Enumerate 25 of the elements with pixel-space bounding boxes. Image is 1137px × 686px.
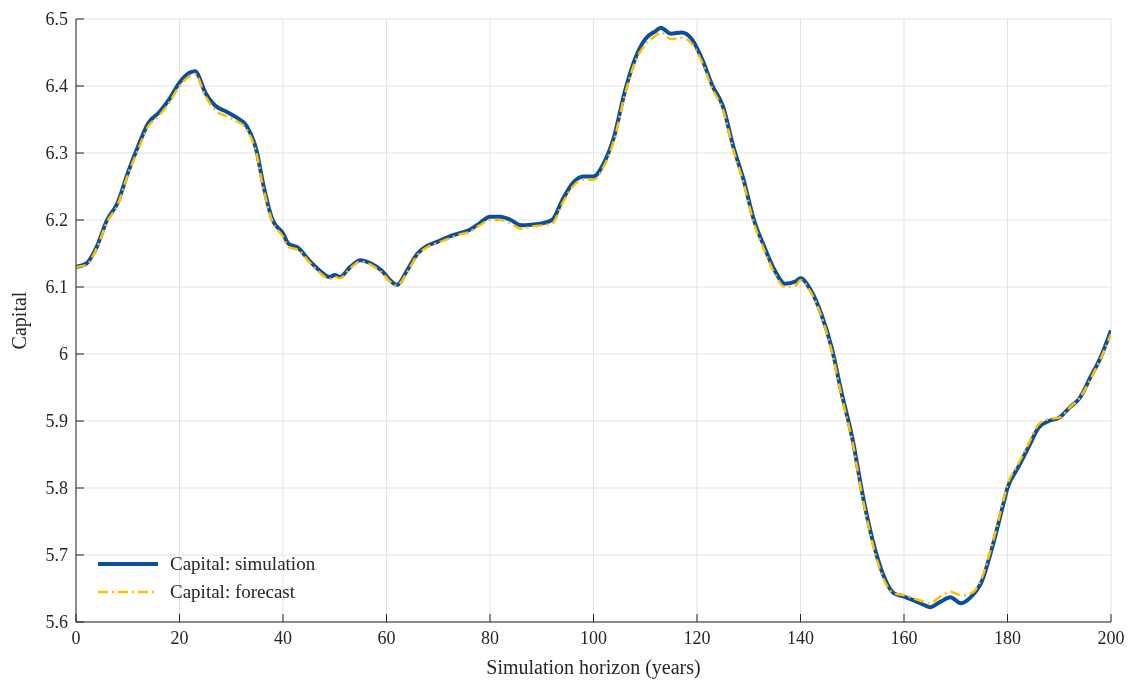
y-tick-label: 5.7 bbox=[45, 545, 68, 565]
x-tick-label: 60 bbox=[377, 628, 396, 648]
x-tick-label: 140 bbox=[787, 628, 814, 648]
y-tick-label: 6.2 bbox=[45, 210, 68, 230]
y-tick-label: 6.5 bbox=[45, 9, 68, 29]
x-tick-label: 40 bbox=[274, 628, 292, 648]
x-tick-label: 20 bbox=[170, 628, 189, 648]
y-tick-label: 6.1 bbox=[45, 277, 68, 297]
x-tick-label: 120 bbox=[683, 628, 711, 648]
x-axis-title: Simulation horizon (years) bbox=[486, 656, 701, 679]
legend-label: Capital: forecast bbox=[170, 581, 296, 602]
y-tick-label: 5.9 bbox=[45, 411, 68, 431]
y-tick-label: 6 bbox=[59, 344, 68, 364]
y-tick-label: 6.3 bbox=[45, 143, 68, 163]
x-tick-label: 180 bbox=[994, 628, 1021, 648]
x-tick-label: 100 bbox=[580, 628, 607, 648]
x-tick-label: 80 bbox=[481, 628, 499, 648]
legend-label: Capital: simulation bbox=[170, 553, 316, 574]
y-tick-label: 5.6 bbox=[45, 612, 68, 632]
x-tick-label: 200 bbox=[1097, 628, 1125, 648]
x-tick-label: 0 bbox=[71, 628, 81, 648]
x-tick-label: 160 bbox=[890, 628, 918, 648]
y-axis-title: Capital bbox=[8, 291, 31, 350]
y-tick-label: 6.4 bbox=[45, 76, 68, 96]
y-tick-label: 5.8 bbox=[45, 478, 68, 498]
